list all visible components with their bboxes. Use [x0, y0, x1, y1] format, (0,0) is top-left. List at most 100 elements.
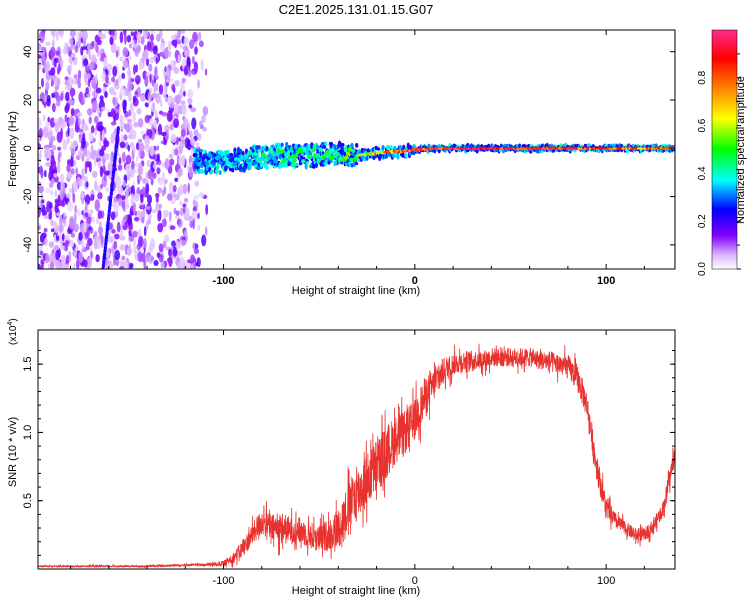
noise-speck: [99, 165, 104, 178]
noise-speck: [175, 210, 180, 216]
noise-speck: [153, 119, 158, 130]
noise-speck: [103, 140, 110, 148]
bottom-y-axis-label: SNR (10 * v/v): [7, 417, 19, 487]
noise-speck: [176, 218, 181, 226]
noise-speck: [158, 203, 162, 209]
noise-speck: [117, 164, 123, 171]
noise-speck: [149, 56, 155, 64]
noise-speck: [122, 105, 127, 114]
noise-speck: [94, 234, 100, 242]
noise-speck: [86, 216, 92, 225]
noise-speck: [80, 177, 84, 187]
y-tick-label: -20: [22, 189, 34, 205]
noise-speck: [91, 40, 95, 47]
noise-speck: [124, 197, 129, 210]
noise-speck: [54, 257, 61, 269]
noise-speck: [182, 183, 188, 195]
noise-speck: [53, 234, 57, 243]
noise-speck: [174, 38, 178, 49]
noise-speck: [88, 131, 94, 143]
noise-speck: [50, 189, 54, 196]
noise-speck: [155, 192, 160, 199]
noise-speck: [90, 144, 94, 152]
noise-speck: [39, 250, 44, 256]
noise-speck: [68, 250, 72, 260]
noise-speck: [58, 53, 62, 64]
band-point: [225, 165, 229, 169]
noise-speck: [123, 214, 128, 222]
noise-speck: [83, 58, 89, 67]
noise-speck: [83, 176, 88, 183]
noise-speck: [103, 172, 107, 182]
noise-speck: [192, 31, 198, 43]
noise-speck: [197, 224, 201, 231]
noise-speck: [87, 257, 92, 267]
noise-speck: [134, 168, 137, 173]
noise-speck: [70, 168, 75, 175]
noise-speck: [171, 133, 176, 140]
noise-speck: [49, 252, 55, 264]
noise-speck: [148, 213, 152, 221]
noise-speck: [177, 54, 181, 63]
noise-speck: [205, 226, 208, 236]
noise-speck: [140, 95, 146, 102]
noise-speck: [62, 186, 66, 196]
noise-speck: [152, 46, 158, 55]
noise-speck: [128, 55, 132, 60]
noise-speck: [205, 204, 209, 216]
noise-speck: [150, 34, 154, 42]
band-point: [218, 170, 222, 175]
signal-point: [294, 153, 299, 158]
noise-speck: [135, 142, 140, 151]
band-point: [255, 145, 259, 151]
noise-speck: [154, 74, 159, 80]
noise-speck: [190, 263, 194, 269]
noise-speck: [86, 108, 93, 116]
noise-speck: [148, 175, 153, 180]
noise-speck: [113, 201, 120, 213]
noise-speck: [177, 30, 181, 39]
noise-speck: [119, 119, 125, 130]
noise-speck: [147, 194, 152, 205]
noise-speck: [180, 30, 186, 35]
noise-speck: [99, 148, 105, 157]
noise-speck: [175, 215, 181, 220]
noise-speck: [176, 136, 179, 146]
colorbar-axis: 0.0 0.2 0.4 0.6 0.8: [697, 53, 741, 276]
colorbar-tick-label: 0.4: [697, 166, 708, 180]
noise-speck: [84, 71, 88, 83]
noise-speck: [72, 262, 76, 269]
noise-speck: [94, 155, 97, 167]
bottom-axes: -100 0 100 0.5 1.0 1.5: [22, 330, 675, 587]
colorbar: [711, 29, 738, 270]
noise-speck: [97, 39, 102, 46]
band-point: [216, 164, 220, 170]
signal-point: [192, 152, 198, 158]
noise-speck: [69, 127, 75, 140]
noise-speck: [59, 214, 63, 226]
noise-speck: [181, 154, 186, 167]
noise-speck: [129, 141, 135, 149]
noise-speck: [88, 116, 92, 124]
y-tick-label: 0.5: [22, 493, 34, 508]
noise-speck: [105, 247, 110, 259]
band-point: [396, 153, 400, 160]
noise-speck: [91, 216, 96, 223]
signal-point: [273, 159, 278, 164]
noise-speck: [160, 99, 163, 108]
signal-point: [282, 158, 287, 163]
noise-speck: [168, 40, 172, 51]
noise-speck: [140, 61, 144, 69]
noise-speck: [86, 161, 91, 168]
noise-speck: [81, 137, 86, 149]
noise-speck: [61, 233, 65, 242]
noise-speck: [47, 149, 52, 160]
noise-speck: [69, 37, 74, 46]
noise-speck: [111, 76, 116, 83]
noise-speck: [161, 112, 168, 117]
noise-speck: [85, 125, 89, 131]
noise-speck: [138, 162, 143, 170]
noise-speck: [198, 40, 204, 48]
noise-speck: [94, 127, 97, 136]
noise-speck: [118, 106, 121, 116]
